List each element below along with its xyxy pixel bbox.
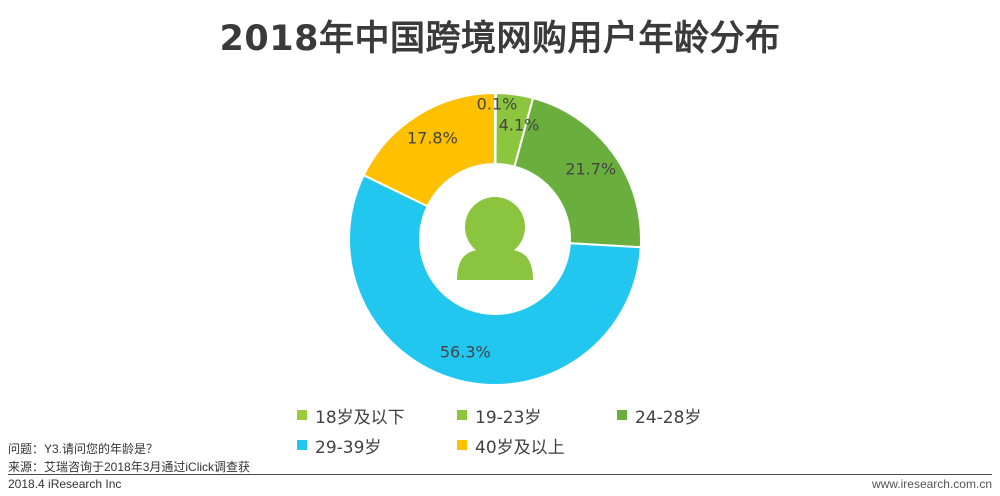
legend: 18岁及以下 19-23岁 24-28岁 29-39岁 40岁及以上 [297, 402, 757, 458]
legend-swatch [457, 410, 467, 420]
donut-slice [362, 91, 496, 208]
legend-swatch [457, 440, 467, 450]
user-icon-body [457, 250, 533, 280]
slice-label: 17.8% [407, 128, 458, 147]
legend-swatch [297, 440, 307, 450]
legend-label: 18岁及以下 [315, 407, 405, 428]
website-link[interactable]: www.iresearch.com.cn [871, 477, 992, 491]
source-note: 来源：艾瑞咨询于2018年3月通过iClick调查获 [8, 460, 251, 474]
legend-swatch [617, 410, 627, 420]
slice-label: 21.7% [565, 159, 616, 178]
user-icon-head [465, 197, 525, 257]
donut-slice [348, 173, 642, 386]
legend-label: 40岁及以上 [475, 437, 565, 458]
legend-item: 24-28岁 [617, 402, 757, 428]
legend-label: 19-23岁 [475, 407, 542, 428]
legend-label: 24-28岁 [635, 407, 702, 428]
chart-title: 2018年中国跨境网购用户年龄分布 [219, 19, 781, 59]
slice-label: 4.1% [499, 116, 540, 135]
slice-label: 56.3% [440, 343, 491, 362]
user-icon [457, 197, 533, 280]
legend-item: 40岁及以上 [457, 432, 617, 458]
legend-item: 29-39岁 [297, 432, 457, 458]
slice-labels: 0.1% 4.1% 21.7% 56.3% 17.8% [407, 95, 616, 362]
footer-divider [8, 474, 992, 475]
legend-swatch [297, 410, 307, 420]
copyright: 2018.4 iResearch Inc [8, 477, 122, 491]
question-note: 问题：Y3.请问您的年龄是？ [8, 442, 159, 456]
legend-label: 29-39岁 [315, 437, 382, 458]
slice-label: 0.1% [477, 95, 518, 114]
donut-slice [513, 96, 642, 249]
legend-item: 19-23岁 [457, 402, 617, 428]
legend-item: 18岁及以下 [297, 402, 457, 428]
